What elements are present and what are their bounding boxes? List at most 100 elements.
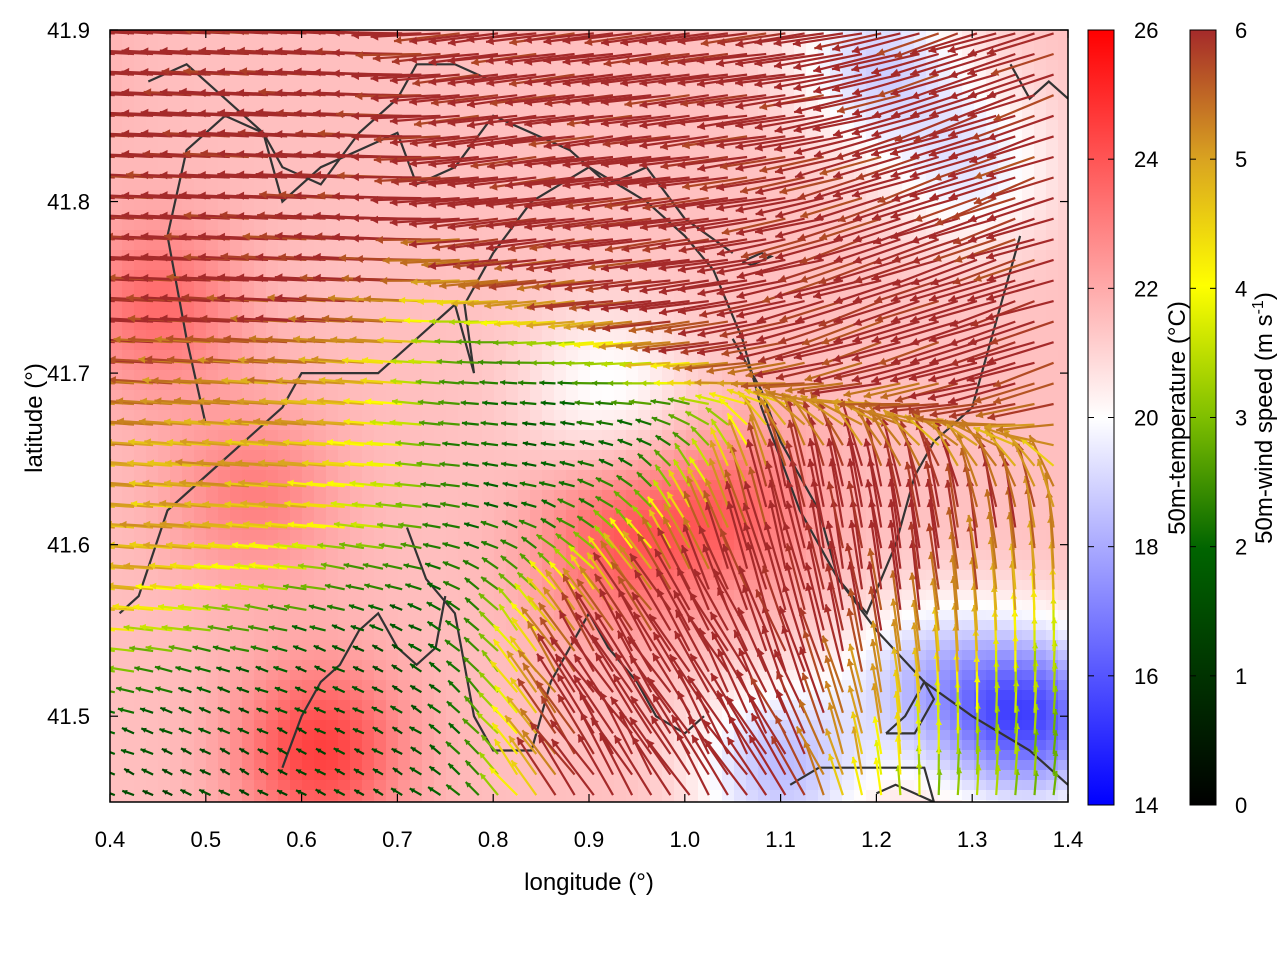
heat-cell — [494, 800, 507, 802]
heat-cell — [482, 480, 495, 491]
heat-cell — [842, 310, 855, 321]
heat-cell — [302, 250, 315, 261]
heat-cell — [338, 800, 351, 802]
heat-cell — [770, 750, 783, 761]
heat-cell — [494, 450, 507, 461]
heat-cell — [290, 640, 303, 651]
heat-cell — [314, 420, 327, 431]
heat-cell — [110, 680, 123, 691]
heat-cell — [578, 440, 591, 451]
heat-cell — [662, 280, 675, 291]
heat-cell — [854, 40, 867, 51]
heat-cell — [386, 360, 399, 371]
heat-cell — [758, 690, 771, 701]
heat-cell — [398, 590, 411, 601]
heat-cell — [746, 630, 759, 641]
heat-cell — [614, 190, 627, 201]
heat-cell — [278, 370, 291, 381]
heat-cell — [194, 610, 207, 621]
heat-cell — [350, 260, 363, 271]
heat-cell — [254, 700, 267, 711]
heat-cell — [266, 610, 279, 621]
heat-cell — [206, 740, 219, 751]
heat-cell — [818, 660, 831, 671]
heat-cell — [458, 170, 471, 181]
heat-cell — [434, 400, 447, 411]
heat-cell — [794, 600, 807, 611]
heat-cell — [794, 680, 807, 691]
heat-cell — [590, 790, 603, 801]
heat-cell — [326, 380, 339, 391]
heat-cell — [302, 590, 315, 601]
heat-cell — [170, 600, 183, 611]
heat-cell — [458, 520, 471, 531]
heat-cell — [158, 770, 171, 781]
heat-cell — [866, 80, 879, 91]
heat-cell — [230, 230, 243, 241]
heat-cell — [374, 720, 387, 731]
heat-cell — [530, 590, 543, 601]
heat-cell — [290, 280, 303, 291]
heat-cell — [350, 230, 363, 241]
heat-cell — [458, 100, 471, 111]
heat-cell — [638, 770, 651, 781]
heat-cell — [374, 380, 387, 391]
heat-cell — [230, 700, 243, 711]
heat-cell — [782, 750, 795, 761]
heat-cell — [110, 640, 123, 651]
heat-cell — [218, 410, 231, 421]
heat-cell — [674, 470, 687, 481]
heat-cell — [170, 770, 183, 781]
heat-cell — [626, 470, 639, 481]
heat-cell — [866, 220, 879, 231]
heat-cell — [326, 50, 339, 61]
heat-cell — [842, 330, 855, 341]
heat-cell — [254, 430, 267, 441]
heat-cell — [134, 340, 147, 351]
heat-cell — [650, 730, 663, 741]
heat-cell — [770, 230, 783, 241]
heat-cell — [746, 150, 759, 161]
heat-cell — [290, 780, 303, 791]
heat-cell — [422, 350, 435, 361]
heat-cell — [674, 490, 687, 501]
heat-cell — [554, 150, 567, 161]
heat-cell — [746, 620, 759, 631]
heat-cell — [758, 130, 771, 141]
heat-cell — [134, 780, 147, 791]
plot-area: 0.4 0.5 0.6 0.7 0.8 0.9 1.0 1.1 1.2 1.3 1.441.541.… — [47, 18, 1083, 852]
heat-cell — [242, 700, 255, 711]
heat-cell — [266, 570, 279, 581]
heat-cell — [578, 250, 591, 261]
heat-cell — [410, 510, 423, 521]
heat-cell — [722, 290, 735, 301]
heat-cell — [578, 670, 591, 681]
heat-cell — [566, 290, 579, 301]
heat-cell — [458, 720, 471, 731]
heat-cell — [806, 270, 819, 281]
heat-cell — [734, 230, 747, 241]
heat-cell — [482, 180, 495, 191]
heat-cell — [338, 750, 351, 761]
heat-cell — [146, 730, 159, 741]
heat-cell — [230, 220, 243, 231]
heat-cell — [218, 660, 231, 671]
heat-cell — [458, 120, 471, 131]
heat-cell — [386, 580, 399, 591]
heat-cell — [662, 310, 675, 321]
heat-cell — [494, 150, 507, 161]
heat-cell — [386, 760, 399, 771]
heat-cell — [314, 580, 327, 591]
heat-cell — [110, 140, 123, 151]
heat-cell — [710, 720, 723, 731]
heat-cell — [710, 40, 723, 51]
heat-cell — [470, 730, 483, 741]
heat-cell — [254, 350, 267, 361]
heat-cell — [230, 790, 243, 801]
heat-cell — [494, 110, 507, 121]
heat-cell — [134, 750, 147, 761]
heat-cell — [698, 370, 711, 381]
heat-cell — [110, 100, 123, 111]
heat-cell — [650, 690, 663, 701]
heat-cell — [770, 40, 783, 51]
